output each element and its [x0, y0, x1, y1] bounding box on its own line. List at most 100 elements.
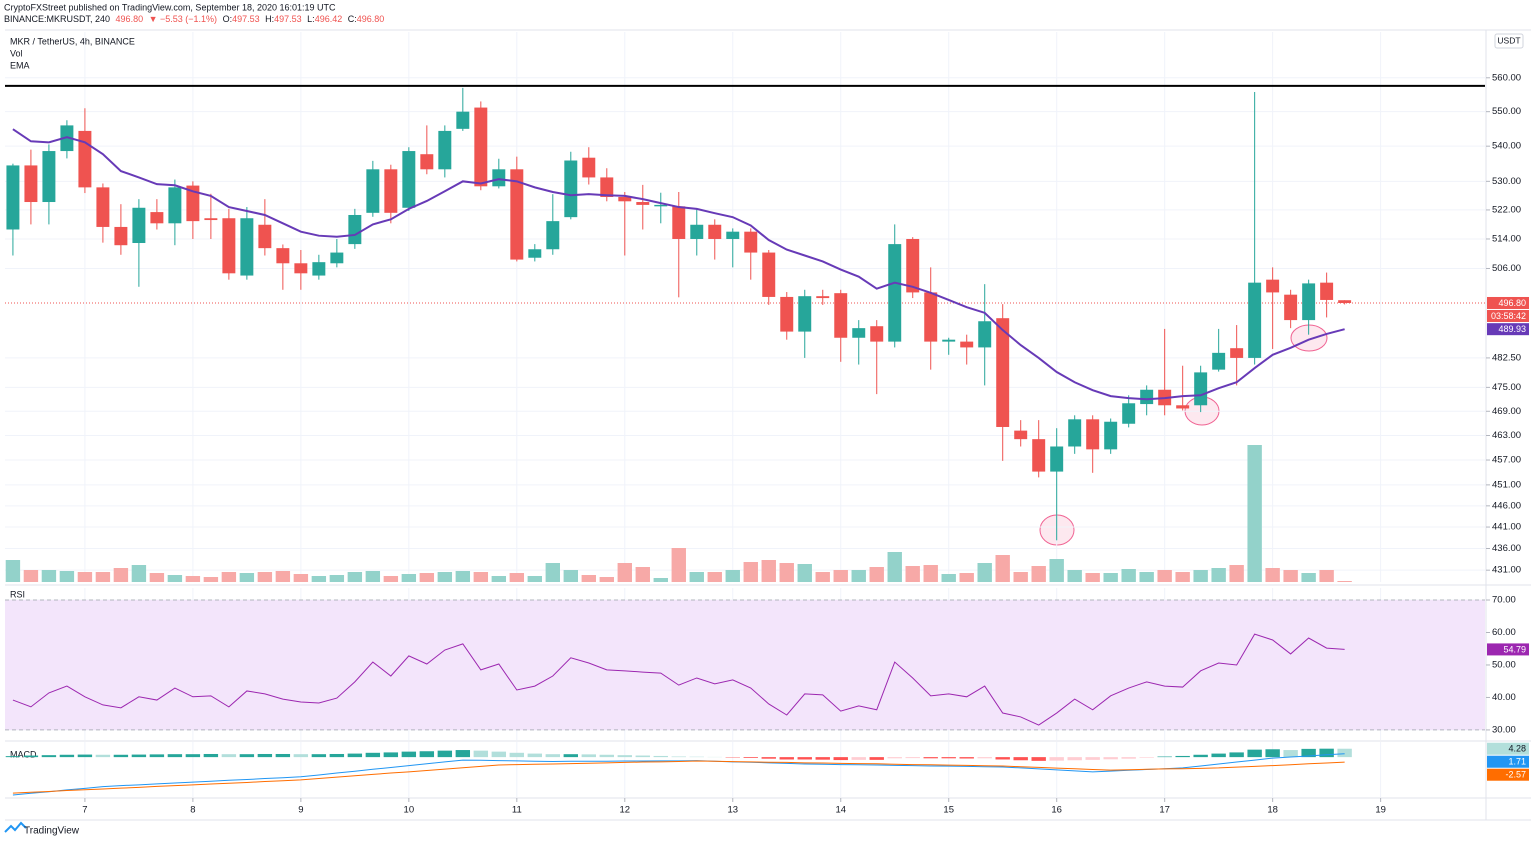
volume-bar — [977, 563, 992, 582]
y-tick-label: 446.00 — [1492, 500, 1521, 511]
histogram-bar — [113, 754, 129, 758]
histogram-bar — [1103, 757, 1118, 760]
histogram-bar — [1157, 756, 1172, 758]
ohlc-value: 496.80 — [357, 14, 385, 24]
candle-body — [420, 154, 434, 170]
histogram-bar — [1301, 748, 1316, 758]
y-tick-label: 475.00 — [1492, 382, 1521, 393]
y-tick-label: 441.00 — [1492, 522, 1521, 533]
histogram-bar — [653, 755, 668, 758]
candle-body — [276, 248, 290, 264]
y-tick-label: 482.50 — [1492, 352, 1521, 363]
histogram-bar — [761, 757, 776, 759]
volume-bar — [869, 567, 884, 582]
candle-body — [618, 197, 632, 202]
histogram-bar — [311, 754, 327, 758]
y-tick-label: 469.00 — [1492, 406, 1521, 417]
candle-body — [438, 130, 452, 170]
candle-body — [1248, 282, 1262, 358]
y-tick-label: 514.00 — [1492, 233, 1521, 244]
histogram-bar — [779, 757, 794, 760]
histogram-bar — [1085, 757, 1100, 760]
histogram-bar — [941, 757, 956, 759]
price-tag-label: 03:58:42 — [1491, 311, 1526, 321]
candle-body — [546, 221, 560, 250]
volume-bar — [1085, 573, 1100, 582]
volume-bar — [131, 565, 147, 582]
y-tick-label: 540.00 — [1492, 141, 1521, 152]
y-tick-label: 530.00 — [1492, 176, 1521, 187]
y-tick-label: 30.00 — [1492, 724, 1516, 735]
price-tag — [1487, 643, 1529, 656]
histogram-bar — [599, 754, 614, 758]
candle-body — [78, 130, 92, 188]
histogram-bar — [257, 753, 273, 758]
y-tick-label: 436.00 — [1492, 543, 1521, 554]
candle-body — [1086, 419, 1100, 450]
volume-bar — [797, 564, 812, 582]
histogram-bar — [1211, 753, 1226, 758]
histogram-bar — [41, 755, 57, 758]
volume-bar — [383, 576, 399, 582]
candle-body — [1194, 372, 1208, 406]
ohlc-key: C: — [348, 14, 357, 24]
histogram-bar — [275, 753, 291, 758]
histogram-bar — [905, 757, 920, 759]
histogram-bar — [365, 752, 381, 758]
candle-body — [330, 252, 344, 264]
histogram-bar — [743, 757, 758, 758]
volume-bar — [1337, 581, 1352, 582]
histogram-bar — [545, 754, 560, 758]
ohlc-value: 496.42 — [315, 14, 343, 24]
volume-bar — [401, 574, 417, 582]
x-tick-label: 18 — [1267, 805, 1278, 816]
volume-bar — [293, 574, 309, 582]
price-tag — [1487, 768, 1529, 781]
histogram-bar — [1049, 757, 1064, 761]
volume-bar — [221, 572, 237, 582]
volume-bar — [1193, 570, 1208, 582]
candle-body — [1266, 279, 1280, 293]
candle-body — [294, 263, 308, 274]
x-tick-label: 12 — [619, 805, 630, 816]
histogram-bar — [185, 754, 201, 758]
volume-bar — [887, 552, 902, 582]
histogram-bar — [815, 757, 830, 760]
volume-bar — [1229, 565, 1244, 582]
histogram-bar — [923, 757, 938, 759]
volume-bar — [635, 567, 650, 582]
volume-bar — [239, 573, 255, 582]
candle-body — [1068, 419, 1082, 447]
histogram-bar — [1139, 757, 1154, 758]
candle-body — [1320, 282, 1334, 300]
volume-bar — [995, 555, 1010, 582]
candle-body — [564, 160, 578, 218]
candle-body — [1176, 405, 1190, 409]
volume-bar — [1121, 569, 1136, 582]
histogram-bar — [509, 752, 525, 758]
candle-body — [654, 204, 668, 207]
histogram-bar — [131, 754, 147, 758]
candle-body — [870, 326, 884, 342]
candle-body — [942, 339, 956, 342]
candle-body — [852, 328, 866, 338]
histogram-bar — [221, 754, 237, 758]
ohlc-value: 497.53 — [232, 14, 260, 24]
volume-bar — [1103, 573, 1118, 582]
histogram-bar — [851, 757, 866, 760]
candle-body — [24, 165, 38, 203]
volume-bar — [1013, 572, 1028, 582]
x-tick-label: 16 — [1051, 805, 1062, 816]
histogram-bar — [1175, 755, 1190, 758]
volume-bar — [941, 574, 956, 582]
candle-body — [1338, 300, 1352, 303]
volume-bar — [365, 571, 381, 582]
candle-body — [168, 187, 182, 224]
candle-body — [672, 206, 686, 239]
ohlc-value: 497.53 — [274, 14, 302, 24]
candle-body — [222, 218, 236, 274]
histogram-bar — [959, 757, 974, 759]
histogram-bar — [491, 751, 507, 758]
volume-bar — [1031, 566, 1046, 582]
volume-bar — [581, 575, 596, 582]
